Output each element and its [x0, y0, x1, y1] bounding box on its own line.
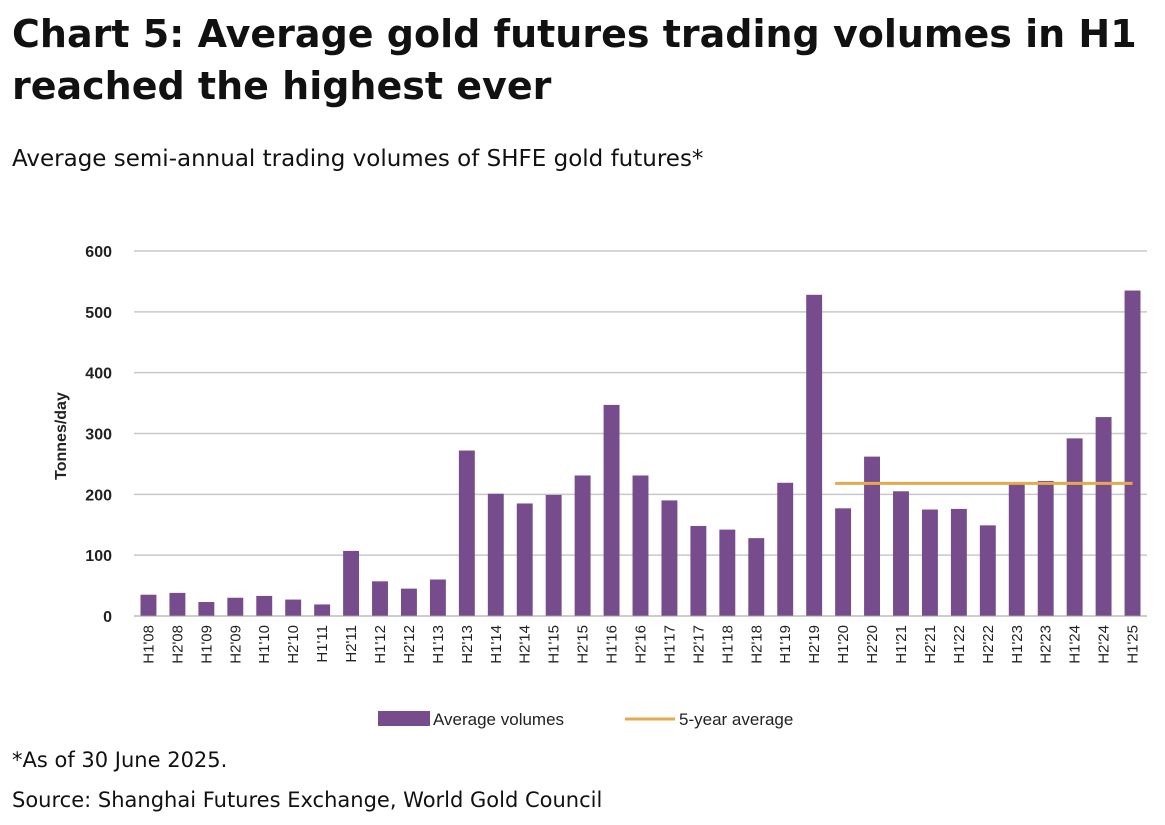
x-tick-label: H1'12	[372, 625, 389, 664]
bar	[574, 475, 591, 616]
x-tick-label: H2'22	[980, 625, 997, 664]
legend-bar-label: Average volumes	[433, 710, 564, 729]
bar	[632, 475, 649, 616]
x-tick-label: H2'16	[633, 625, 650, 664]
x-tick-label: H1'19	[777, 625, 794, 664]
y-tick-label: 300	[85, 427, 112, 444]
bar	[603, 404, 620, 616]
bar	[661, 500, 678, 616]
x-tick-label: H2'14	[517, 625, 534, 664]
legend-line-label: 5-year average	[679, 710, 793, 729]
x-tick-label: H1'11	[314, 625, 331, 663]
y-tick-label: 500	[85, 305, 112, 322]
x-tick-label: H2'19	[806, 625, 823, 664]
bar	[893, 491, 909, 616]
x-tick-label: H1'17	[661, 625, 678, 664]
x-tick-label: H1'21	[893, 625, 910, 664]
bar	[1066, 438, 1083, 616]
x-tick-label: H2'09	[227, 625, 244, 664]
x-tick-label: H2'23	[1038, 625, 1055, 664]
bars	[140, 290, 1141, 616]
y-tick-label: 100	[85, 548, 112, 565]
bar	[1008, 483, 1025, 616]
footnote: *As of 30 June 2025.	[12, 748, 228, 772]
bar	[748, 538, 765, 616]
bar	[1037, 480, 1054, 616]
x-tick-label: H2'08	[169, 625, 186, 664]
bar	[806, 294, 823, 616]
bar	[372, 581, 388, 616]
x-tick-label: H2'10	[285, 625, 302, 664]
y-tick-label: 200	[85, 487, 112, 504]
x-tick-label: H1'25	[1125, 625, 1142, 664]
x-tick-label: H1'23	[1009, 625, 1026, 664]
bar	[921, 509, 938, 616]
bar	[285, 599, 302, 616]
y-axis-ticks: 0 100 200 300 400 500 600	[85, 244, 112, 626]
x-tick-label: H2'21	[922, 625, 939, 664]
x-tick-label: H1'10	[256, 625, 273, 664]
bar	[487, 493, 504, 616]
bar	[198, 602, 215, 616]
source-note: Source: Shanghai Futures Exchange, World…	[12, 788, 603, 812]
bar-chart: 0 100 200 300 400 500 600 Tonnes/day H1'08 H2'0…	[53, 244, 1147, 729]
bar	[516, 503, 533, 616]
x-tick-label: H2'15	[575, 625, 592, 664]
x-tick-label: H1'22	[951, 625, 968, 664]
y-tick-label: 0	[103, 609, 112, 626]
gridlines	[134, 250, 1147, 556]
x-tick-label: H2'11	[343, 625, 360, 663]
bar	[864, 456, 881, 616]
bar	[1124, 290, 1141, 616]
x-tick-label: H2'17	[690, 625, 707, 664]
bar	[690, 525, 707, 616]
bar	[719, 529, 736, 616]
x-tick-label: H1'09	[198, 625, 215, 664]
bar	[400, 588, 417, 616]
x-tick-label: H1'08	[140, 625, 157, 664]
x-tick-label: H2'20	[864, 625, 881, 664]
x-tick-label: H2'13	[459, 625, 476, 664]
x-tick-label: H1'15	[546, 625, 563, 664]
bar	[777, 482, 794, 616]
x-tick-label: H1'24	[1067, 625, 1084, 664]
x-tick-label: H2'12	[401, 625, 418, 664]
legend: Average volumes 5-year average	[378, 710, 793, 729]
bar	[545, 494, 562, 616]
bar	[169, 592, 186, 616]
x-tick-label: H1'20	[835, 625, 852, 664]
bar	[1095, 417, 1112, 616]
bar	[429, 579, 446, 616]
bar	[256, 595, 273, 616]
bar	[314, 604, 331, 616]
legend-bar-swatch	[378, 711, 430, 726]
y-tick-label: 400	[85, 366, 112, 383]
x-tick-label: H2'24	[1096, 625, 1113, 664]
bar	[343, 550, 360, 616]
bar	[458, 450, 475, 616]
y-tick-label: 600	[85, 244, 112, 261]
bar	[979, 525, 996, 616]
bar	[227, 597, 244, 616]
bar	[950, 508, 967, 616]
y-axis-label: Tonnes/day	[53, 392, 70, 480]
x-tick-label: H1'13	[430, 625, 447, 664]
bar	[140, 594, 157, 616]
x-axis-ticks: H1'08 H2'08 H1'09 H2'09 H1'10 H2'10 H1'11 H2'11…	[140, 625, 1141, 664]
chart-subtitle: Average semi-annual trading volumes of S…	[12, 146, 704, 172]
x-tick-label: H2'18	[748, 625, 765, 664]
chart-title: Chart 5: Average gold futures trading vo…	[12, 12, 1137, 108]
x-tick-label: H1'14	[488, 625, 505, 664]
bar	[835, 508, 852, 616]
x-tick-label: H1'18	[719, 625, 736, 664]
x-tick-label: H1'16	[604, 625, 621, 664]
